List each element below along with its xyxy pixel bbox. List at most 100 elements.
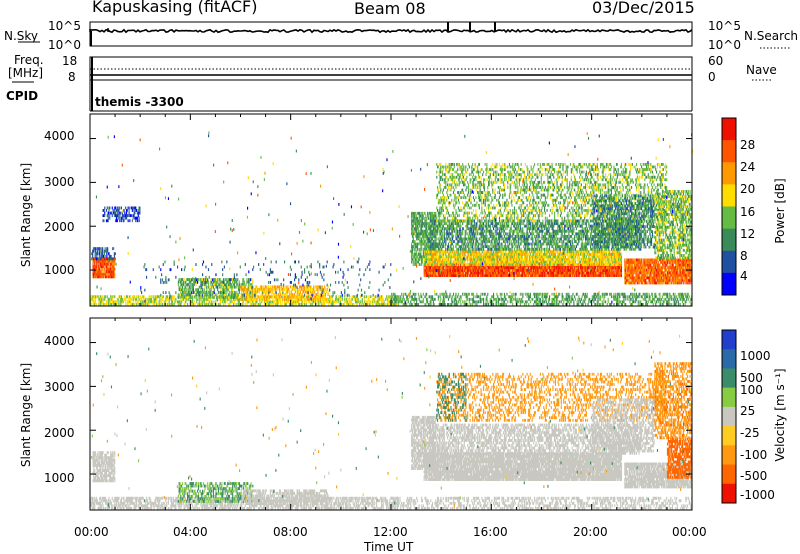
heatmap-cell [182,286,183,289]
heatmap-cell [303,291,304,294]
heatmap-cell [478,274,479,277]
heatmap-cell [127,295,128,298]
heatmap-cell [365,268,366,271]
heatmap-cell [274,296,275,299]
heatmap-cell [177,266,178,269]
heatmap-cell [135,300,136,303]
heatmap-cell [360,300,361,303]
heatmap-cell [278,298,279,301]
heatmap-cell [251,278,252,281]
heatmap-cell [235,291,236,294]
heatmap-cell [95,250,96,253]
heatmap-cell [266,285,267,288]
heatmap-cell [198,288,199,291]
heatmap-cell [182,288,183,291]
heatmap-cell [420,253,421,256]
heatmap-cell [128,207,129,210]
heatmap-cell [234,300,235,303]
heatmap-cell [234,273,235,276]
heatmap-cell [199,300,200,303]
heatmap-cell [326,291,327,294]
heatmap-cell [597,272,598,275]
heatmap-cell [225,291,226,294]
heatmap-cell [226,291,227,294]
heatmap-cell [270,281,271,284]
heatmap-cell [267,298,268,301]
heatmap-cell [116,303,117,306]
heatmap-cell [419,243,420,246]
heatmap-cell [413,263,414,266]
heatmap-cell [102,247,103,250]
heatmap-cell [272,288,273,291]
heatmap-cell [179,296,180,299]
heatmap-cell [185,303,186,306]
heatmap-cell [295,284,296,287]
heatmap-cell [159,300,160,303]
heatmap-cell [363,303,364,306]
heatmap-cell [117,212,118,215]
heatmap-cell [197,296,198,299]
heatmap-cell [621,269,622,272]
heatmap-cell [175,300,176,303]
heatmap-cell [93,257,94,260]
heatmap-cell [100,247,101,250]
heatmap-cell [293,298,294,301]
heatmap-cell [241,298,242,301]
heatmap-cell [425,215,426,218]
heatmap-cell [127,209,128,212]
heatmap-cell [428,217,429,220]
heatmap-cell [146,276,147,279]
heatmap-cell [92,255,93,258]
heatmap-cell [420,250,421,253]
heatmap-cell [333,291,334,294]
heatmap-cell [186,296,187,299]
heatmap-cell [252,281,253,284]
heatmap-cell [96,268,97,271]
heatmap-cell [191,291,192,294]
heatmap-cell [413,258,414,261]
heatmap-cell [312,294,313,297]
heatmap-cell [288,288,289,291]
heatmap-cell [189,288,190,291]
heatmap-cell [366,295,367,298]
heatmap-cell [115,212,116,215]
heatmap-cell [583,269,584,272]
heatmap-cell [284,261,285,264]
heatmap-cell [279,288,280,291]
heatmap-cell [308,288,309,291]
heatmap-cell [250,291,251,294]
heatmap-cell [292,293,293,296]
heatmap-cell [259,296,260,299]
heatmap-cell [96,257,97,260]
heatmap-cell [245,303,246,306]
heatmap-cell [230,281,231,284]
heatmap-cell [110,265,111,268]
heatmap-cell [174,261,175,264]
heatmap-cell [108,265,109,268]
heatmap-cell [424,243,425,246]
heatmap-cell [342,303,343,306]
heatmap-cell [333,263,334,266]
heatmap-cell [323,273,324,276]
heatmap-cell [237,278,238,281]
heatmap-cell [134,214,135,217]
heatmap-cell [239,291,240,294]
heatmap-cell [139,217,140,220]
heatmap-cell [368,286,369,289]
heatmap-cell [343,273,344,276]
heatmap-cell [185,293,186,296]
heatmap-cell [532,269,533,272]
heatmap-cell [249,285,250,288]
heatmap-cell [169,300,170,303]
heatmap-cell [225,278,226,281]
heatmap-cell [343,284,344,287]
heatmap-cell [187,303,188,306]
heatmap-cell [134,303,135,306]
heatmap-cell [236,278,237,281]
heatmap-cell [102,250,103,253]
heatmap-cell [223,278,224,281]
heatmap-cell [136,295,137,298]
heatmap-cell [510,269,511,272]
heatmap-cell [169,278,170,281]
heatmap-cell [301,266,302,269]
